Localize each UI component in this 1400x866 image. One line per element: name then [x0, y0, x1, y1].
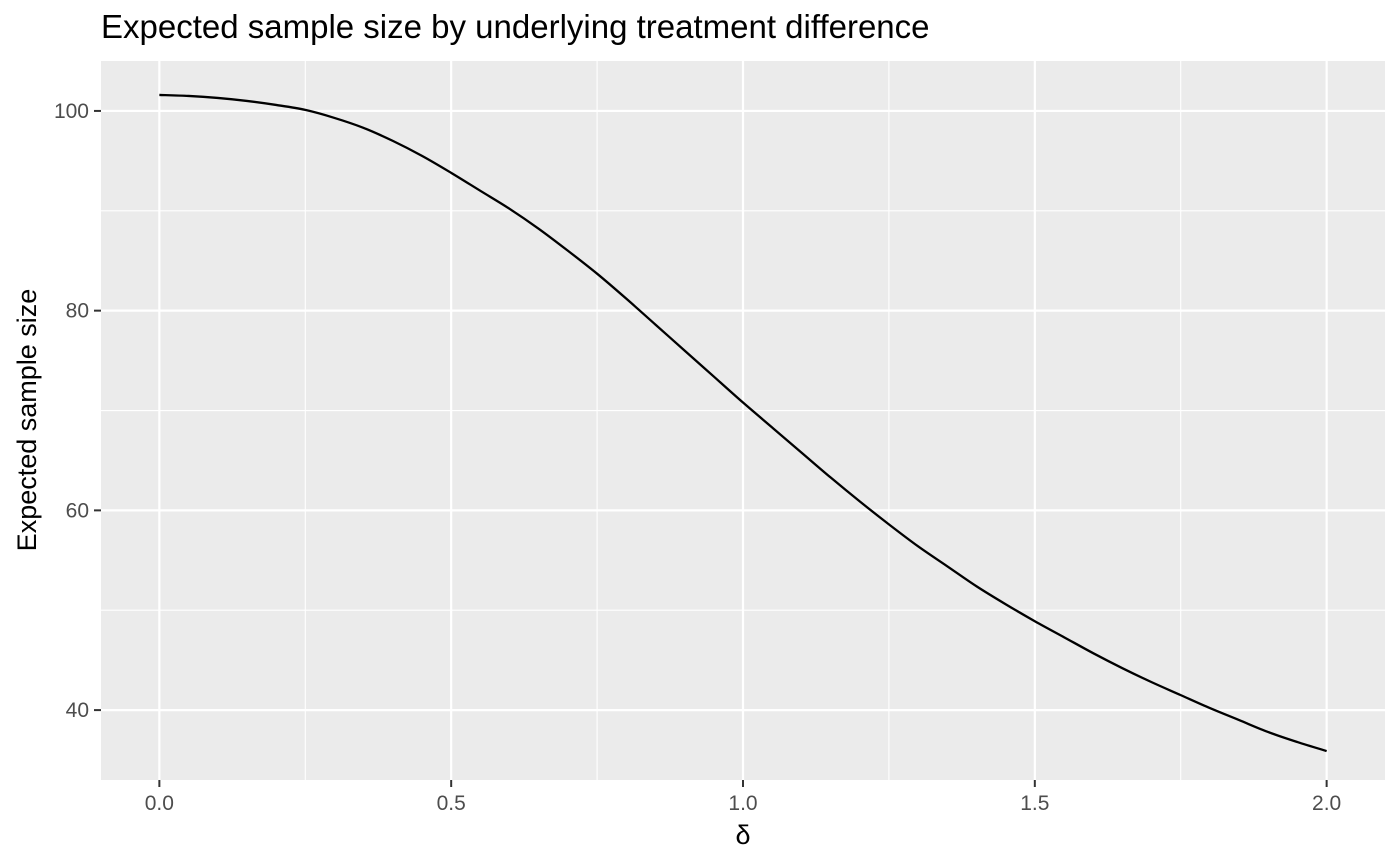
x-tick-label: 1.0 [728, 792, 757, 815]
x-axis: 0.0 0.5 1.0 1.5 2.0 [145, 780, 1341, 815]
x-axis-title: δ [735, 820, 750, 850]
y-axis: 40 60 80 100 [54, 100, 101, 722]
x-tick-label: 1.5 [1020, 792, 1049, 815]
chart-title: Expected sample size by underlying treat… [101, 8, 930, 45]
x-tick-label: 2.0 [1312, 792, 1341, 815]
x-tick-label: 0.5 [437, 792, 466, 815]
y-tick-label: 60 [66, 499, 89, 522]
y-axis-title: Expected sample size [12, 289, 42, 552]
y-tick-label: 80 [66, 300, 89, 323]
y-tick-label: 100 [54, 100, 89, 123]
major-gridlines [101, 61, 1385, 780]
expected-sample-size-line [159, 93, 1327, 753]
x-tick-label: 0.0 [145, 792, 174, 815]
y-tick-label: 40 [66, 699, 89, 722]
